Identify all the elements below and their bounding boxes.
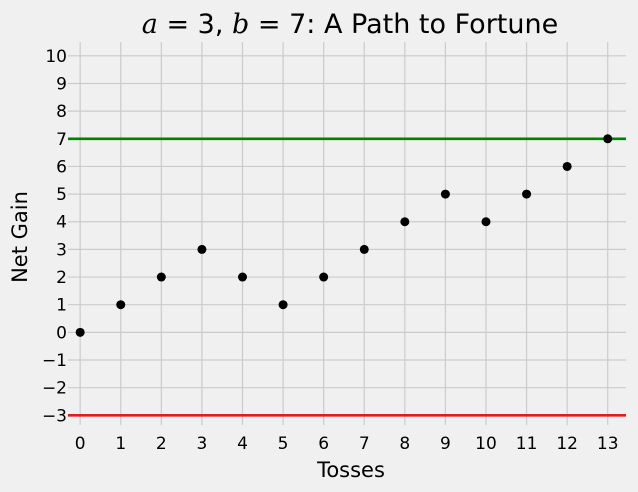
x-tick-label: 10: [475, 434, 497, 454]
title-sep: ,: [215, 9, 232, 40]
y-tick-label: 1: [56, 296, 67, 316]
y-tick-label: −3: [42, 406, 67, 426]
data-point: [400, 217, 410, 227]
y-tick-label: −1: [42, 351, 67, 371]
data-point: [238, 272, 248, 282]
data-points: [75, 134, 613, 337]
y-tick-label: 7: [56, 130, 67, 150]
data-point: [278, 300, 288, 310]
data-point: [116, 300, 126, 310]
y-tick-label: 10: [45, 47, 67, 67]
x-tick-label: 2: [156, 434, 167, 454]
data-point: [603, 134, 613, 144]
x-axis-label: Tosses: [316, 458, 385, 482]
x-tick-label: 3: [197, 434, 208, 454]
y-tick-label: 2: [56, 268, 67, 288]
x-tick-label: 0: [75, 434, 86, 454]
title-b-value: 7: [289, 9, 306, 40]
x-tick-labels: 0 1 2 3 4 5 6 7 8 9 10 11 12 13: [75, 434, 619, 454]
x-tick-label: 5: [278, 434, 289, 454]
y-tick-label: 6: [56, 157, 67, 177]
data-point: [562, 161, 572, 171]
y-tick-label: −2: [42, 379, 67, 399]
title-a-value: 3: [198, 9, 215, 40]
x-tick-label: 12: [556, 434, 578, 454]
title-a-symbol: a: [142, 9, 158, 40]
y-tick-label: 5: [56, 185, 67, 205]
reference-lines: [68, 137, 626, 417]
title-eq-2: =: [249, 9, 289, 40]
plot-area: [68, 42, 626, 425]
data-point: [75, 327, 85, 337]
data-point: [440, 189, 450, 199]
title-b-symbol: b: [232, 9, 249, 40]
title-eq-1: =: [158, 9, 198, 40]
x-tick-label: 11: [516, 434, 538, 454]
data-point: [319, 272, 329, 282]
title-rest: : A Path to Fortune: [306, 9, 558, 40]
y-tick-label: 8: [56, 102, 67, 122]
data-point: [359, 244, 369, 254]
x-tick-label: 1: [115, 434, 126, 454]
y-tick-label: 4: [56, 213, 67, 233]
data-point: [156, 272, 166, 282]
y-tick-labels: −3 −2 −1 0 1 2 3 4 5 6 7 8 9 10: [42, 47, 67, 426]
x-tick-label: 9: [440, 434, 451, 454]
data-point: [481, 217, 491, 227]
data-point: [522, 189, 532, 199]
x-tick-label: 4: [237, 434, 248, 454]
x-tick-label: 13: [597, 434, 619, 454]
y-tick-label: 0: [56, 323, 67, 343]
x-tick-label: 7: [359, 434, 370, 454]
y-axis-label: Net Gain: [8, 191, 32, 283]
x-tick-label: 8: [399, 434, 410, 454]
y-tick-label: 9: [56, 74, 67, 94]
chart-title: a = 3, b = 7: A Path to Fortune: [142, 9, 558, 40]
y-tick-label: 3: [56, 240, 67, 260]
data-point: [197, 244, 207, 254]
x-tick-label: 6: [318, 434, 329, 454]
